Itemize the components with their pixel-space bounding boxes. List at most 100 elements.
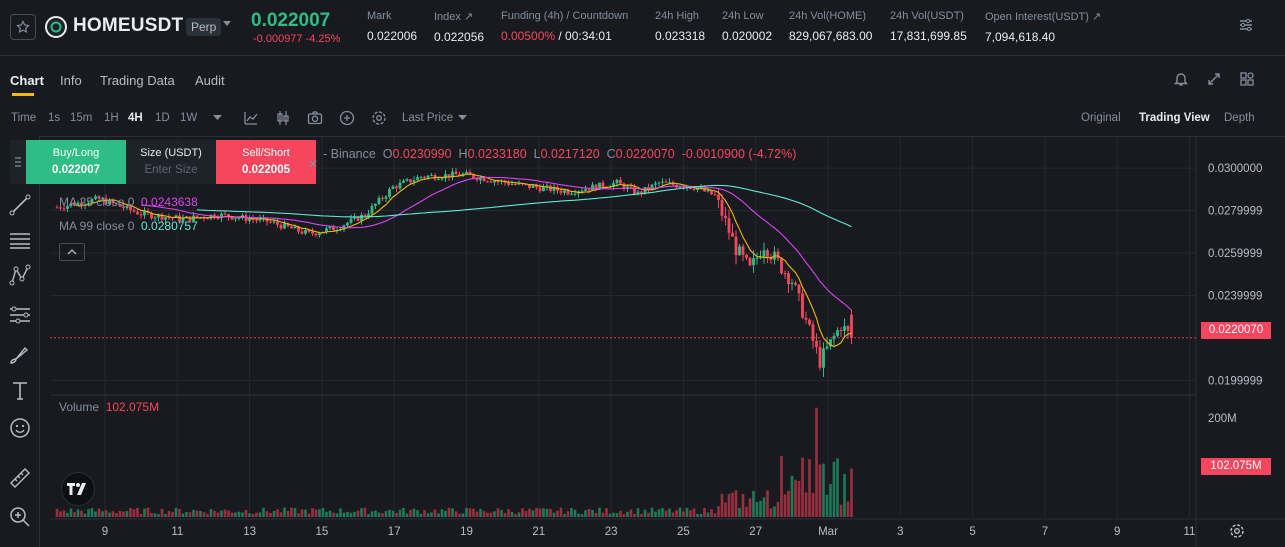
layout-grid-icon[interactable] [1239,71,1255,87]
pattern-icon[interactable] [8,263,32,287]
close-panel-icon[interactable]: ✕ [308,157,319,171]
tab-audit[interactable]: Audit [195,73,225,88]
volume-bar [724,502,727,517]
volume-bar [461,513,465,517]
candle-body [738,246,741,256]
stat-value: 0.023318 [655,29,706,43]
candle-body [822,348,825,368]
volume-bar [73,512,76,517]
trend-line-icon[interactable] [8,193,32,217]
camera-icon[interactable] [307,110,323,126]
candle-body [727,218,731,233]
ruler-icon[interactable] [8,466,32,490]
settings-sliders-icon[interactable] [1238,17,1254,33]
candle-body [440,178,444,180]
candle-body [118,204,122,207]
volume-bar [612,512,615,517]
candle-body [157,214,160,218]
date-axis-label: Mar [818,526,838,538]
view-original[interactable]: Original [1081,112,1121,124]
emoji-icon[interactable] [8,416,32,440]
candle-body [829,339,832,347]
volume-bar [626,511,629,517]
chart-settings-gear-icon[interactable] [1229,523,1245,539]
volume-bar [598,507,601,517]
buy-long-button[interactable]: Buy/Long 0.022007 [26,140,126,184]
legend-high: 0.0233180 [467,147,527,161]
volume-bar [262,507,265,517]
tab-info[interactable]: Info [60,73,82,88]
sell-short-button[interactable]: Sell/Short 0.022005 [216,140,316,184]
bell-icon[interactable] [1173,71,1189,87]
interval-4h[interactable]: 4H [128,112,143,124]
candle-body [311,231,314,234]
candle-body [237,217,241,219]
candle-body [279,224,283,229]
drag-handle-icon[interactable] [10,140,26,184]
text-tool-icon[interactable] [8,379,32,403]
stat-24h-low: 24h Low 0.020002 [722,10,772,43]
candle-body [566,190,570,195]
ma25-line [140,176,852,311]
candle-body [314,233,318,236]
volume-bar [325,511,328,517]
sell-price: 0.022005 [242,164,290,176]
legend-c-label: C [606,147,616,161]
volume-bar [136,507,139,517]
favorite-button[interactable] [10,14,36,40]
interval-1w[interactable]: 1W [180,112,198,124]
view-depth[interactable]: Depth [1224,112,1255,124]
volume-bar [374,510,377,517]
stat-index[interactable]: Index ↗ 0.022056 [434,10,484,44]
date-axis-label: 21 [532,526,545,538]
volume-bar [811,492,815,517]
volume-bar [227,510,230,517]
zoom-in-icon[interactable] [8,505,32,529]
candlestick-chart[interactable]: 0.0300000 0.0279999 0.0259999 0.0239999 0.01… [0,137,1285,547]
candle-body [80,202,83,206]
volume-bar [423,510,426,517]
tradingview-logo[interactable] [61,472,95,506]
candle-body [633,186,636,195]
indicator-icon[interactable] [243,110,259,126]
candle-body [759,257,762,259]
gear-icon[interactable] [371,110,387,126]
candle-body [353,216,356,219]
tab-chart[interactable]: Chart [10,73,44,88]
stat-open-interest[interactable]: Open Interest(USDT) ↗ 7,094,618.40 [985,10,1101,44]
view-trading-view[interactable]: Trading View [1139,112,1210,124]
expand-icon[interactable] [1206,71,1222,87]
interval-15m[interactable]: 15m [70,112,93,124]
candle-body [850,314,853,338]
symbol-name[interactable]: HOMEUSDT [73,15,184,36]
volume-bar [780,455,783,517]
interval-1s[interactable]: 1s [48,112,61,124]
candle-body [552,186,556,192]
interval-dropdown-icon[interactable] [213,115,222,121]
stat-value: 0.00500% / 00:34:01 [501,29,628,43]
volume-bar [90,508,94,517]
volume-bar [839,504,843,517]
chart-area[interactable]: 0.0300000 0.0279999 0.0259999 0.0239999 0.01… [0,136,1285,547]
add-circle-icon[interactable] [339,110,355,126]
size-input[interactable]: Enter Size [144,164,198,176]
candle-body [517,183,521,185]
size-input-group[interactable]: Size (USDT) Enter Size [126,140,216,184]
candle-type-icon[interactable] [275,110,291,126]
price-type-select[interactable]: Last Price [402,112,454,124]
collapse-legend-button[interactable] [59,243,85,261]
horizontal-lines-icon[interactable] [8,228,32,252]
volume-bar [699,513,703,517]
tab-trading-data[interactable]: Trading Data [100,73,175,88]
volume-bar [55,508,59,517]
candle-body [136,211,139,215]
fib-levels-icon[interactable] [8,303,32,327]
interval-1d[interactable]: 1D [155,112,170,124]
candle-body [209,214,213,219]
interval-1h[interactable]: 1H [104,112,119,124]
symbol-dropdown-icon[interactable] [222,20,232,28]
brush-icon[interactable] [8,342,32,366]
price-type-dropdown-icon[interactable] [458,115,467,121]
volume-bar [619,510,622,517]
volume-bar [577,513,580,517]
